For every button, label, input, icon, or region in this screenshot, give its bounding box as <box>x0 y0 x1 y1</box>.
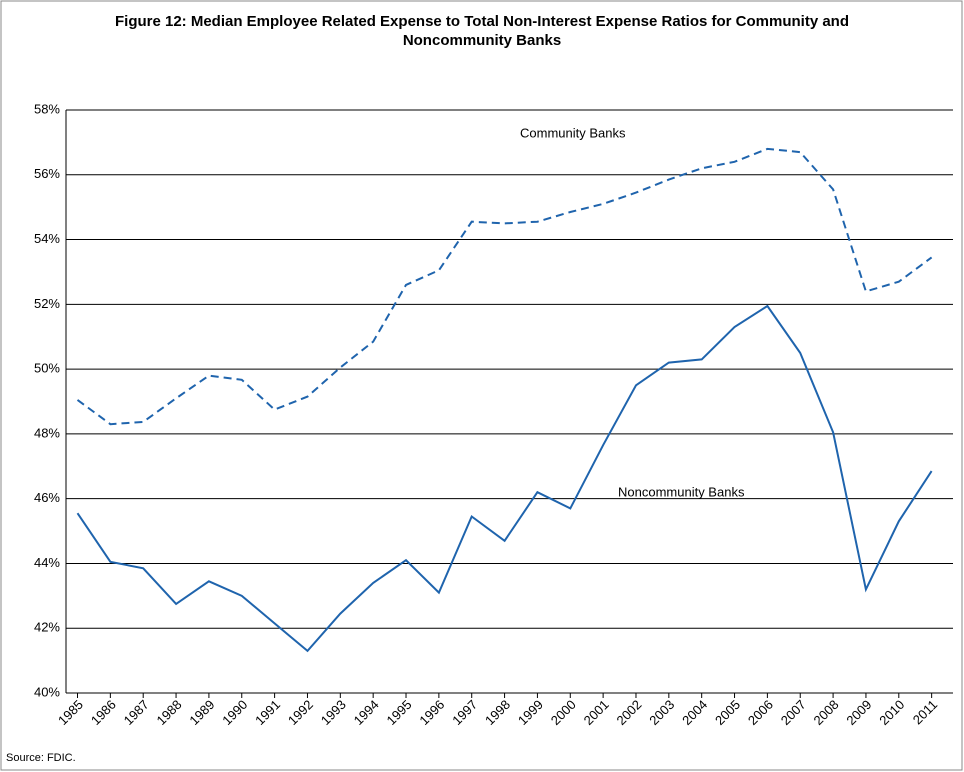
series-label: Noncommunity Banks <box>618 484 745 499</box>
x-tick-label: 1999 <box>515 697 546 728</box>
x-tick-label: 1985 <box>55 697 86 728</box>
x-tick-label: 2009 <box>843 697 874 728</box>
x-tick-label: 1991 <box>252 697 283 728</box>
x-tick-label: 1997 <box>449 697 480 728</box>
series-label: Community Banks <box>520 125 626 140</box>
x-tick-label: 1987 <box>121 697 152 728</box>
x-tick-label: 2003 <box>646 697 677 728</box>
y-tick-label: 40% <box>34 684 60 699</box>
chart-title: Figure 12: Median Employee Related Expen… <box>114 13 850 49</box>
source-note: Source: FDIC. <box>6 752 76 764</box>
x-tick-label: 2011 <box>910 697 940 727</box>
y-tick-label: 42% <box>34 620 60 635</box>
x-tick-label: 1989 <box>186 697 217 728</box>
x-tick-label: 1986 <box>88 697 119 728</box>
x-tick-label: 1995 <box>384 697 415 728</box>
x-tick-label: 1996 <box>416 697 447 728</box>
y-tick-label: 44% <box>34 555 60 570</box>
x-tick-label: 2007 <box>778 697 809 728</box>
y-tick-label: 52% <box>34 296 60 311</box>
x-tick-label: 2002 <box>613 697 644 728</box>
x-tick-label: 1988 <box>154 697 185 728</box>
x-tick-label: 1990 <box>219 697 250 728</box>
x-tick-label: 1992 <box>285 697 316 728</box>
y-tick-label: 48% <box>34 425 60 440</box>
x-tick-label: 1993 <box>318 697 349 728</box>
x-tick-label: 1998 <box>482 697 513 728</box>
y-tick-label: 58% <box>34 101 60 116</box>
x-tick-label: 2010 <box>876 697 907 728</box>
series-line <box>76 304 933 653</box>
x-tick-label: 2001 <box>581 697 612 728</box>
x-tick-label: 2006 <box>745 697 776 728</box>
x-tick-label: 2004 <box>679 697 710 728</box>
x-tick-label: 2000 <box>548 697 579 728</box>
y-tick-label: 54% <box>34 231 60 246</box>
x-tick-label: 2008 <box>811 697 842 728</box>
y-tick-label: 50% <box>34 361 60 376</box>
y-tick-label: 46% <box>34 490 60 505</box>
y-tick-label: 56% <box>34 166 60 181</box>
x-tick-label: 2005 <box>712 697 743 728</box>
series-line <box>76 147 933 426</box>
x-tick-label: 1994 <box>351 697 382 728</box>
